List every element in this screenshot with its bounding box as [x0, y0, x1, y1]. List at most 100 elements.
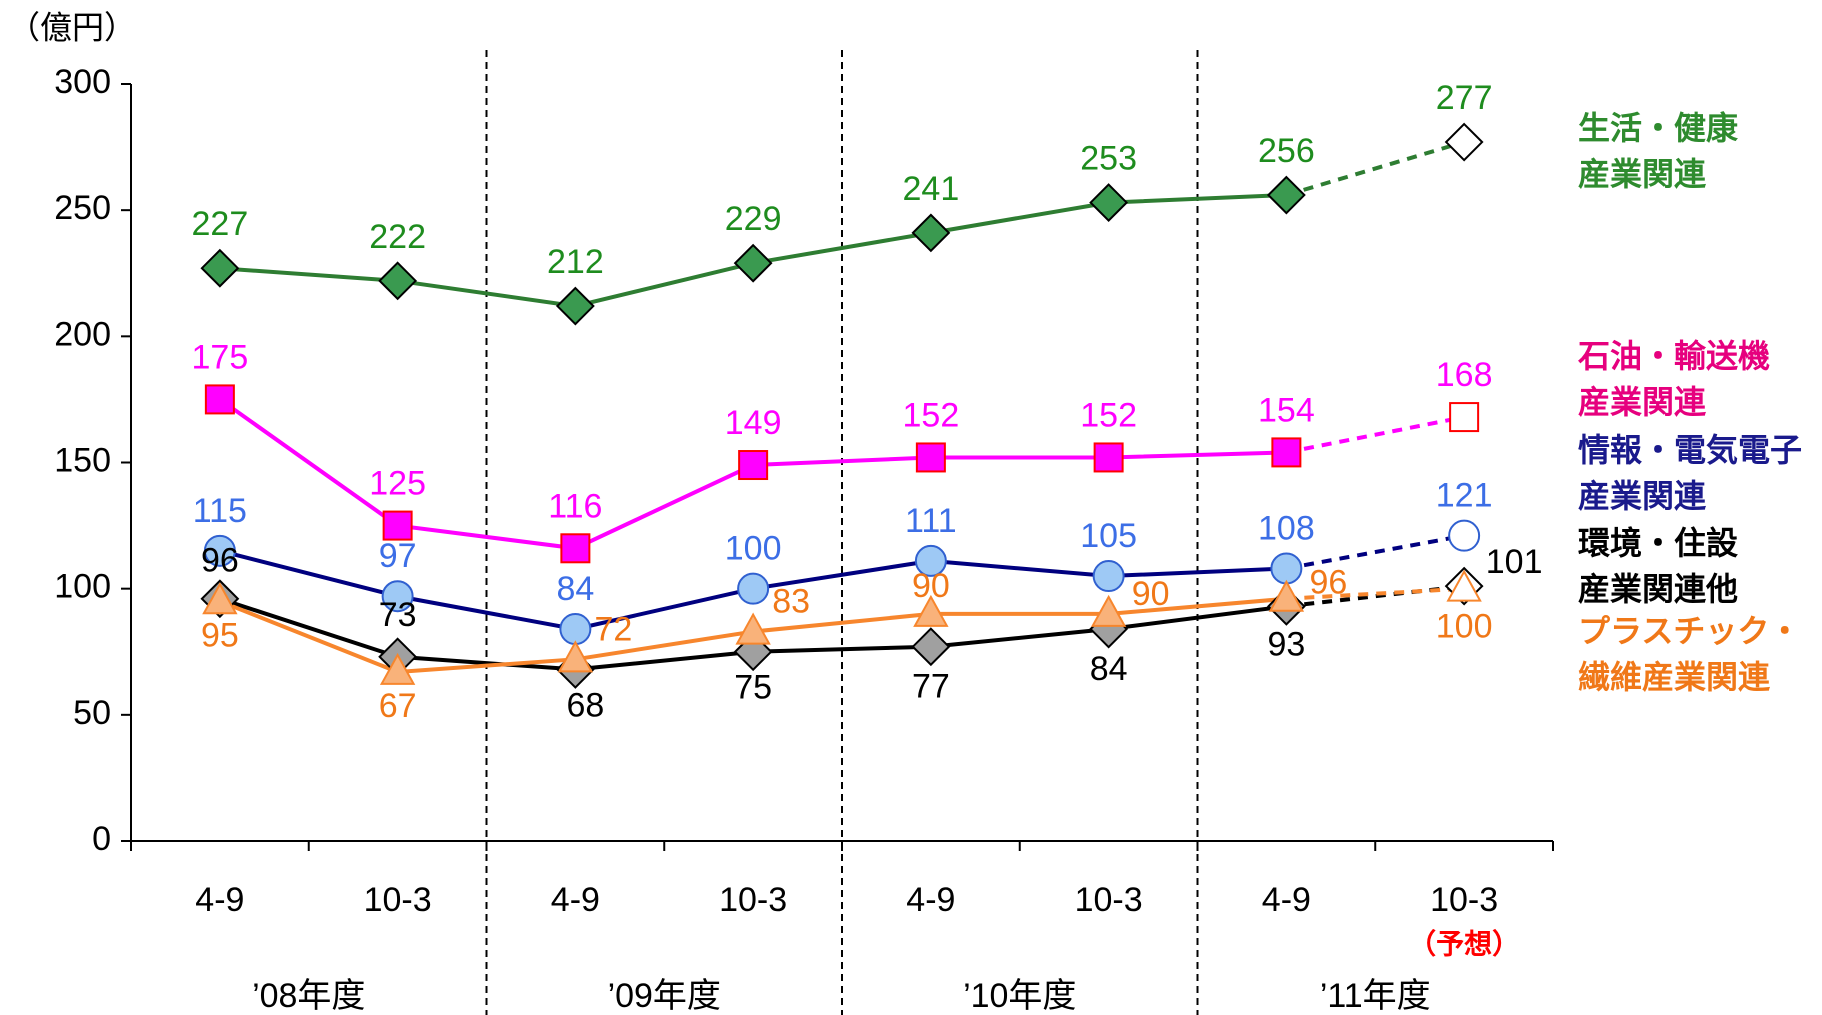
data-label: 253 — [1080, 140, 1137, 178]
forecast-line — [1286, 586, 1465, 601]
marker — [1448, 519, 1481, 552]
marker — [733, 243, 773, 283]
data-label: 100 — [1436, 608, 1493, 646]
y-tick-label: 150 — [54, 441, 111, 479]
marker — [914, 544, 947, 577]
marker — [203, 534, 236, 567]
marker — [1444, 122, 1484, 162]
unit-label: （億円） — [8, 9, 136, 45]
marker — [735, 612, 771, 645]
x-tick-label: 4-9 — [1262, 881, 1311, 919]
data-label: 115 — [193, 492, 247, 530]
legend-entry: 生活・健康 産業関連 — [1578, 110, 1739, 192]
data-label: 105 — [1080, 517, 1137, 555]
data-label: 121 — [1436, 477, 1493, 515]
data-label: 95 — [201, 616, 239, 654]
marker — [1270, 552, 1303, 585]
data-label: 84 — [556, 570, 594, 608]
data-label: 229 — [725, 200, 782, 238]
data-label: 149 — [725, 404, 782, 442]
x-tick-label: 10-3 — [364, 881, 432, 919]
marker — [1449, 402, 1480, 433]
marker — [1268, 579, 1305, 612]
marker — [1090, 594, 1127, 627]
forecast-line — [1285, 140, 1465, 197]
data-label: 67 — [379, 687, 417, 725]
forecast-line — [1286, 533, 1465, 571]
y-tick-label: 300 — [54, 63, 111, 101]
y-tick-label: 100 — [54, 568, 111, 606]
marker — [381, 580, 414, 613]
group-label: ’09年度 — [608, 977, 721, 1015]
legend-entry: 情報・電気電子 産業関連 — [1578, 432, 1803, 514]
marker — [378, 261, 418, 301]
legend-entry: 石油・輸送機 産業関連 — [1578, 338, 1771, 420]
marker — [559, 613, 592, 646]
data-label: 222 — [369, 218, 426, 256]
data-label: 83 — [772, 583, 810, 621]
data-label: 152 — [1080, 396, 1137, 434]
group-label: ’10年度 — [963, 977, 1076, 1015]
data-label: 116 — [548, 487, 602, 525]
data-label: 77 — [912, 668, 950, 706]
marker — [202, 582, 238, 615]
x-tick-label: 4-9 — [551, 881, 600, 919]
x-tick-label: 10-3 — [719, 881, 787, 919]
data-label: 84 — [1090, 650, 1128, 688]
marker — [1446, 569, 1482, 602]
marker — [557, 640, 594, 673]
marker — [913, 594, 949, 627]
marker — [1092, 560, 1125, 593]
marker — [204, 384, 235, 415]
forecast-note: （予想） — [1408, 927, 1520, 959]
data-label: 152 — [903, 396, 960, 434]
marker — [379, 652, 416, 685]
data-label: 90 — [912, 567, 950, 605]
marker — [737, 572, 770, 605]
marker — [911, 627, 951, 667]
x-tick-label: 4-9 — [906, 881, 955, 919]
data-label: 90 — [1132, 575, 1170, 613]
legend-entry: 環境・住設 産業関連他 — [1578, 525, 1739, 607]
marker — [1089, 183, 1129, 223]
y-tick-label: 200 — [54, 315, 111, 353]
marker — [911, 213, 951, 253]
data-label: 125 — [369, 465, 426, 503]
data-label: 227 — [192, 205, 249, 243]
marker — [555, 286, 595, 326]
forecast-line — [1285, 415, 1465, 455]
marker — [1266, 175, 1306, 215]
legend-entry: プラスチック・ 繊維産業関連 — [1578, 613, 1801, 695]
marker — [915, 442, 946, 473]
marker — [1093, 442, 1124, 473]
data-label: 73 — [379, 596, 417, 634]
marker — [382, 510, 413, 541]
data-label: 101 — [1486, 543, 1543, 581]
data-label: 212 — [547, 243, 604, 281]
marker — [200, 248, 240, 288]
marker — [738, 450, 769, 481]
data-label: 175 — [192, 338, 249, 376]
data-label: 111 — [905, 502, 957, 540]
marker — [560, 533, 591, 564]
data-label: 96 — [201, 542, 239, 580]
y-tick-label: 0 — [92, 820, 111, 858]
data-label: 93 — [1267, 625, 1305, 663]
y-tick-label: 50 — [73, 694, 111, 732]
data-label: 154 — [1258, 391, 1315, 429]
data-label: 108 — [1258, 509, 1315, 547]
data-label: 72 — [594, 610, 632, 648]
group-label: ’08年度 — [252, 977, 365, 1015]
data-label: 68 — [566, 686, 604, 724]
marker — [1271, 437, 1302, 468]
x-tick-label: 4-9 — [195, 881, 244, 919]
data-label: 241 — [903, 170, 960, 208]
data-label: 97 — [379, 537, 417, 575]
x-tick-label: 10-3 — [1075, 881, 1143, 919]
data-label: 100 — [725, 530, 782, 568]
data-label: 168 — [1436, 356, 1493, 394]
group-label: ’11年度 — [1320, 977, 1431, 1015]
data-label: 256 — [1258, 132, 1315, 170]
